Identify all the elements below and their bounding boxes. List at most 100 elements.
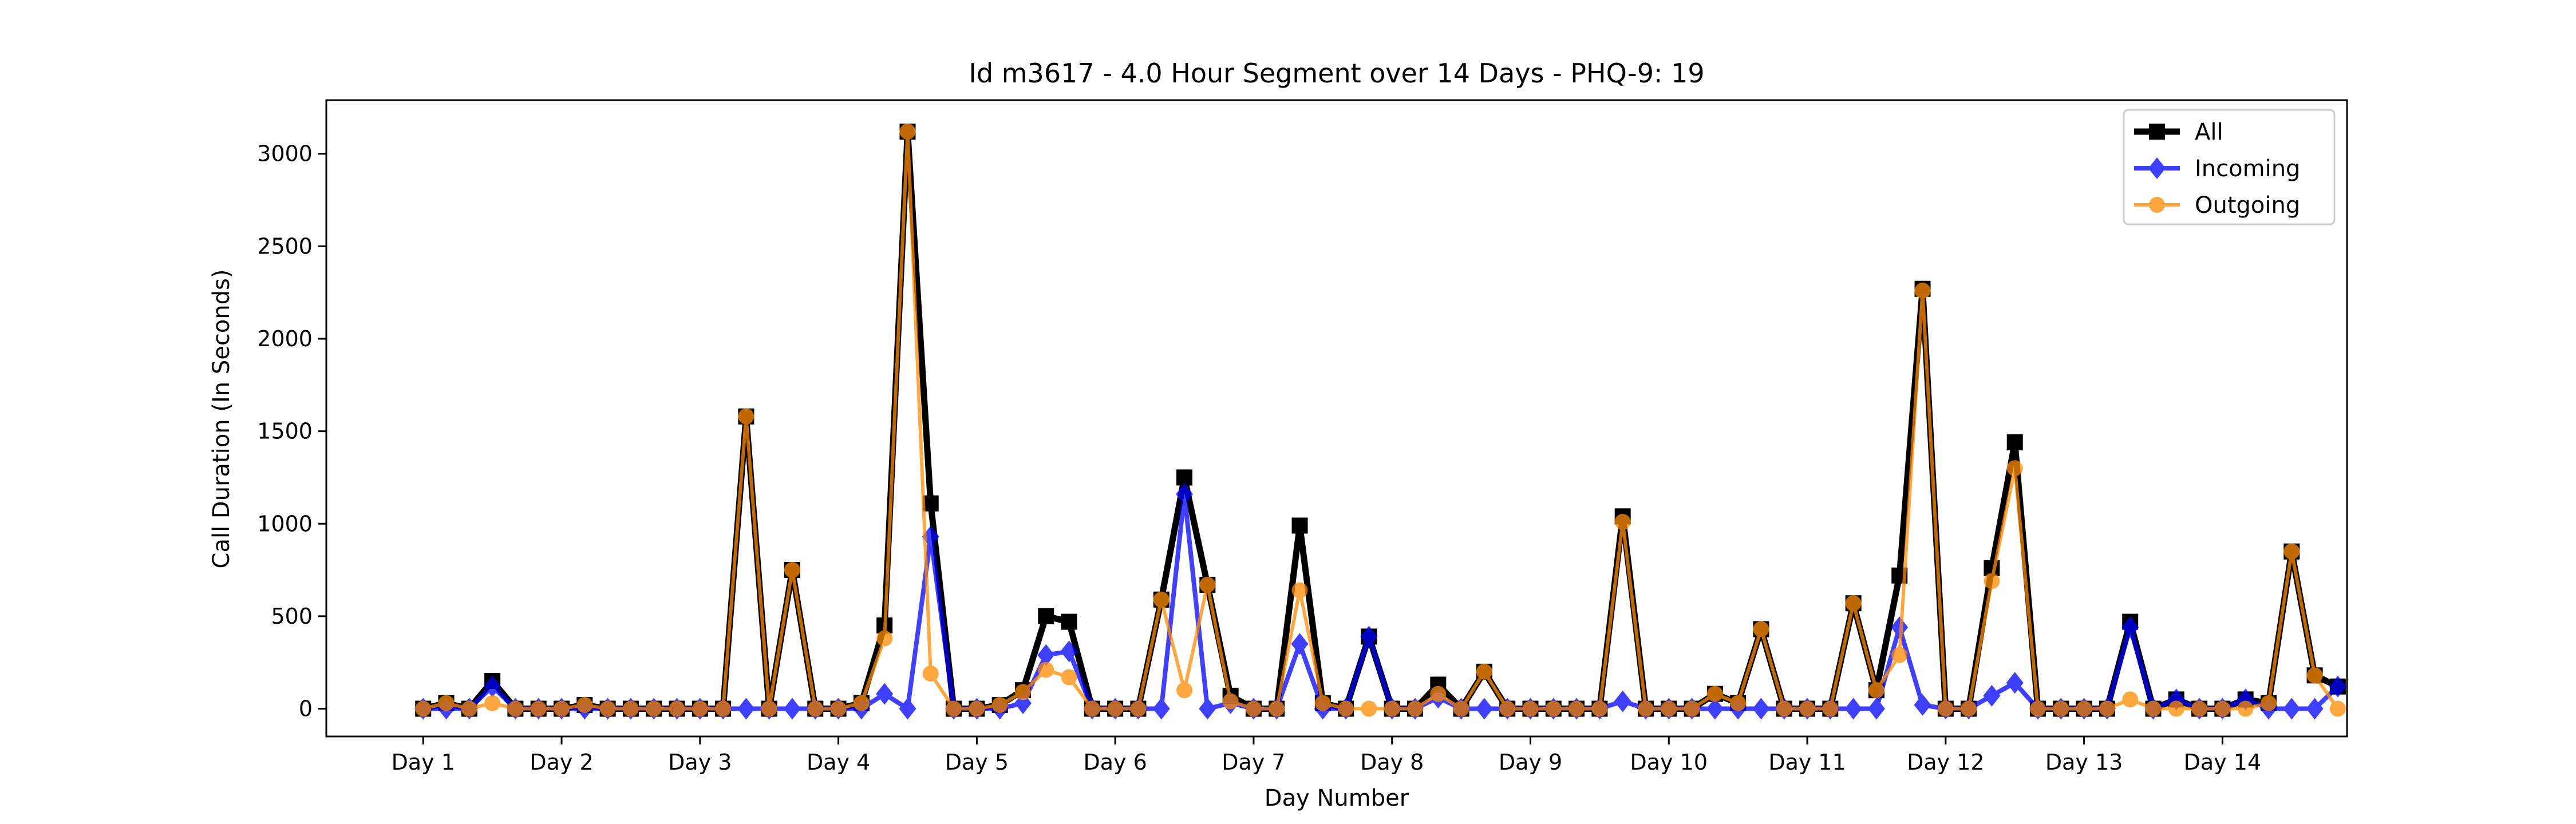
data-point [2306, 667, 2323, 684]
data-point [2030, 700, 2046, 717]
data-point [783, 698, 801, 720]
data-point [1476, 663, 1492, 680]
data-point [946, 700, 962, 717]
series-all [415, 123, 2346, 717]
data-point [1107, 700, 1124, 717]
data-point [1637, 700, 1654, 717]
data-point [669, 700, 685, 717]
legend-swatch [2134, 124, 2180, 140]
data-point [1753, 621, 1769, 637]
data-point [1430, 686, 1447, 702]
data-point [1614, 514, 1631, 530]
data-point [1269, 700, 1285, 717]
legend-box [2123, 109, 2336, 225]
legend: All Incoming Outgoing [2123, 109, 2336, 225]
legend-label: Outgoing [2195, 192, 2300, 219]
data-point [1384, 700, 1400, 717]
data-point [1130, 700, 1147, 717]
data-point [1983, 684, 2001, 707]
data-point [2006, 672, 2024, 694]
data-point [1891, 616, 1909, 639]
data-point [1961, 700, 1977, 717]
x-tick-label: Day 4 [807, 750, 870, 775]
data-point [1038, 661, 1054, 678]
data-point [1706, 686, 1723, 702]
x-axis-label: Day Number [1265, 785, 1409, 811]
data-point [876, 683, 894, 705]
data-point [692, 700, 708, 717]
data-point [507, 700, 524, 717]
data-point [1199, 698, 1216, 720]
x-tick-label: Day 7 [1222, 750, 1285, 775]
data-point [2145, 700, 2162, 717]
plot-frame [325, 99, 2348, 738]
data-point [2237, 700, 2254, 717]
data-point [1176, 469, 1193, 486]
data-point [1291, 633, 1309, 655]
y-tick-label: 1500 [257, 419, 313, 444]
data-point [2283, 543, 2300, 560]
x-tick-label: Day 12 [1907, 750, 1984, 775]
x-tick-label: Day 14 [2184, 750, 2261, 775]
legend-swatch [2134, 157, 2180, 179]
data-point [807, 700, 824, 717]
series-line [423, 492, 2340, 711]
data-point [1891, 647, 1908, 663]
data-point [1614, 690, 1631, 712]
data-point [530, 700, 547, 717]
y-tick-label: 3000 [257, 141, 313, 167]
data-point [2006, 434, 2023, 451]
data-point [415, 700, 432, 717]
y-tick-label: 500 [271, 604, 313, 629]
x-tick-label: Day 2 [530, 750, 593, 775]
data-point [922, 665, 939, 682]
data-point [1822, 700, 1839, 717]
series-outgoing [415, 123, 2346, 717]
data-point [715, 700, 732, 717]
x-tick-label: Day 1 [392, 750, 455, 775]
data-point [1868, 682, 1884, 699]
data-point [1152, 698, 1170, 720]
data-point [761, 700, 777, 717]
data-point [1291, 582, 1308, 599]
data-point [738, 408, 754, 425]
data-point [1867, 698, 1885, 720]
x-tick-label: Day 9 [1499, 750, 1562, 775]
legend-label: Incoming [2195, 156, 2300, 182]
data-point [899, 123, 916, 140]
data-point [876, 630, 893, 647]
data-point [2053, 700, 2069, 717]
data-point [2168, 700, 2184, 717]
legend-swatch [2134, 197, 2180, 213]
data-point [1153, 591, 1170, 608]
data-point [1937, 700, 1954, 717]
data-point [1060, 640, 1078, 663]
chart-title: Id m3617 - 4.0 Hour Segment over 14 Days… [969, 58, 1704, 89]
legend-label: All [2195, 119, 2223, 145]
data-point [1661, 700, 1677, 717]
data-point [646, 700, 662, 717]
data-point [2283, 698, 2301, 720]
x-tick-label: Day 13 [2045, 750, 2123, 775]
data-point [1499, 700, 1516, 717]
data-point [1061, 669, 1077, 686]
data-point [1199, 576, 1216, 593]
x-tick-label: Day 8 [1360, 750, 1424, 775]
data-point [1914, 694, 1931, 716]
y-tick-label: 2000 [257, 326, 313, 351]
data-point [1061, 613, 1077, 630]
y-tick-label: 1000 [257, 511, 313, 536]
data-point [2076, 700, 2092, 717]
data-point [1730, 695, 1747, 711]
data-point [2099, 700, 2115, 717]
axes: Day 1 Day 2 Day 3 Day 4 Day 5 Day 6 Day 7 Day 8… [257, 141, 2261, 775]
data-point [1475, 698, 1493, 720]
data-point [2191, 700, 2208, 717]
data-point [1752, 698, 1770, 720]
plot-area [414, 123, 2346, 720]
x-tick-label: Day 5 [945, 750, 1009, 775]
data-point [1453, 700, 1469, 717]
data-point [1776, 700, 1792, 717]
data-point [2006, 460, 2023, 477]
data-point [1245, 700, 1262, 717]
